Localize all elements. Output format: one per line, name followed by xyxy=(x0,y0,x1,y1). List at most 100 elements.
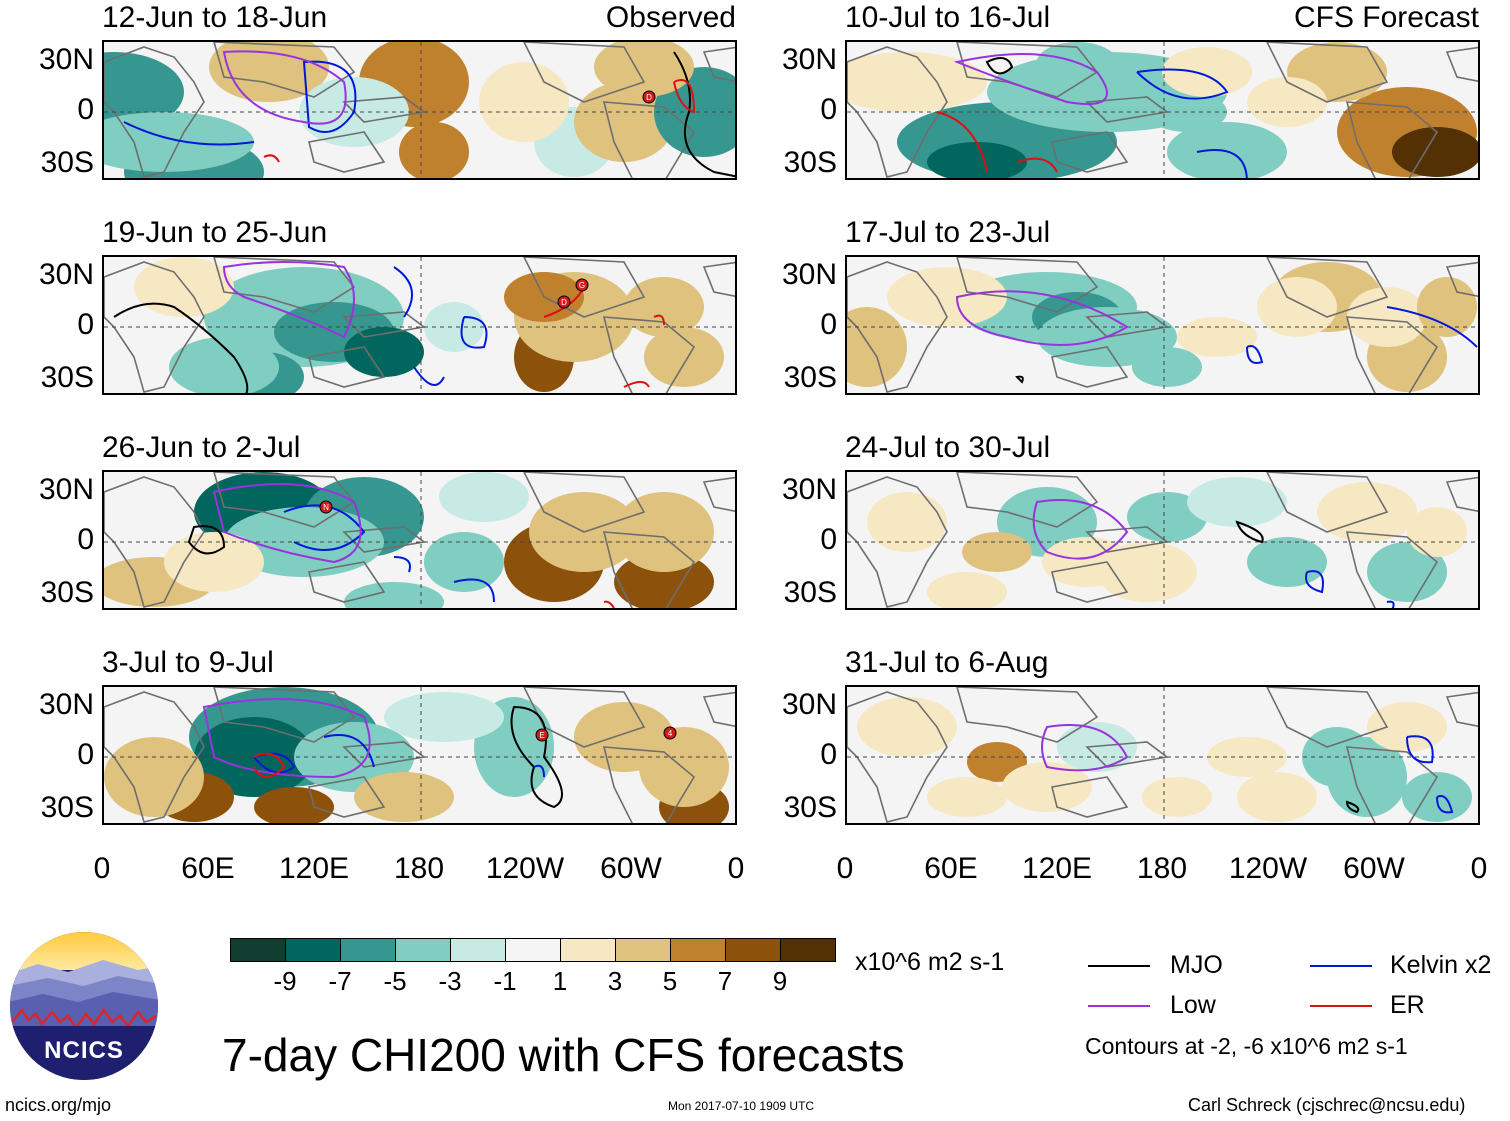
y-axis-label: 30S xyxy=(783,146,837,179)
x-axis-label: 120W xyxy=(1228,852,1308,885)
storm-marker: E xyxy=(535,728,549,742)
anomaly-region xyxy=(424,532,504,592)
anomaly-region xyxy=(384,692,504,742)
anomaly-region xyxy=(1177,317,1257,357)
y-axis-label: 0 xyxy=(77,93,94,126)
y-axis-label: 30S xyxy=(783,361,837,394)
anomaly-region xyxy=(857,697,957,757)
anomaly-region xyxy=(927,777,1007,817)
storm-marker: D xyxy=(642,90,656,104)
y-axis-label: 30N xyxy=(38,258,94,291)
anomaly-region xyxy=(354,772,454,822)
storm-marker: N xyxy=(319,500,333,514)
ncics-logo: NCICS xyxy=(8,930,160,1082)
anomaly-region xyxy=(164,532,264,592)
anomaly-region xyxy=(399,122,469,178)
legend-label-low: Low xyxy=(1170,991,1216,1019)
y-axis-label: 0 xyxy=(820,523,837,556)
mjo-contour xyxy=(1015,375,1024,384)
legend-line-low xyxy=(1088,1005,1150,1007)
storm-label: G xyxy=(579,281,585,290)
x-axis-label: 60E xyxy=(924,852,978,885)
colorbar-tick-label: -3 xyxy=(438,966,462,996)
y-axis-label: 30S xyxy=(783,576,837,609)
anomaly-region xyxy=(424,302,484,352)
colorbar-swatch xyxy=(340,938,396,962)
anomaly-region xyxy=(344,582,444,608)
anomaly-region xyxy=(887,267,1007,327)
anomaly-region xyxy=(614,492,714,572)
anomaly-region xyxy=(439,472,529,522)
storm-marker: D xyxy=(557,295,571,309)
legend-label-kelvin: Kelvin x2 xyxy=(1390,951,1492,979)
y-axis-label: 30N xyxy=(781,43,837,76)
anomaly-region xyxy=(169,337,279,393)
map-panel: D xyxy=(102,40,737,180)
panel-type-label: Observed xyxy=(605,1,736,34)
legend-line-kelvin xyxy=(1310,965,1372,967)
kelvin-contour xyxy=(1305,570,1395,608)
mjo-contour xyxy=(187,525,226,555)
panel-title: 12-Jun to 18-Jun xyxy=(102,1,328,34)
kelvin-contour xyxy=(1136,68,1248,178)
map-panel xyxy=(845,255,1480,395)
anomaly-region xyxy=(644,327,724,387)
map-panel xyxy=(845,40,1480,180)
er-contour xyxy=(253,752,286,778)
anomaly-region xyxy=(479,62,569,142)
x-axis-label: 120W xyxy=(485,852,565,885)
y-axis-label: 30N xyxy=(781,473,837,506)
anomaly-region xyxy=(134,257,234,317)
mjo-contour xyxy=(113,302,249,393)
legend-contour-note: Contours at -2, -6 x10^6 m2 s-1 xyxy=(1085,1033,1408,1059)
colorbar-tick-label: 9 xyxy=(772,966,788,996)
er-contour xyxy=(263,79,696,163)
legend-line-mjo xyxy=(1088,965,1150,967)
colorbar-tick-label: 5 xyxy=(662,966,678,996)
low-contour xyxy=(955,290,1129,346)
x-axis-label: 60W xyxy=(600,852,662,885)
colorbar-tick-label: 1 xyxy=(552,966,568,996)
kelvin-contour xyxy=(1246,306,1478,364)
y-axis-label: 30S xyxy=(40,576,94,609)
y-axis-label: 30S xyxy=(783,791,837,824)
map-panel: N xyxy=(102,470,737,610)
x-axis-label: 60W xyxy=(1343,852,1405,885)
colorbar-swatch xyxy=(780,938,836,962)
storm-label: D xyxy=(561,298,567,307)
colorbar-swatch xyxy=(560,938,616,962)
colorbar-tick-label: -7 xyxy=(328,966,352,996)
anomaly-region xyxy=(1417,277,1477,337)
low-contour xyxy=(212,483,362,564)
panel-title: 26-Jun to 2-Jul xyxy=(102,431,301,464)
x-axis-label: 0 xyxy=(1470,852,1488,885)
colorbar-swatch xyxy=(285,938,341,962)
footer-url[interactable]: ncics.org/mjo xyxy=(5,1095,112,1115)
anomaly-region xyxy=(1237,772,1317,822)
footer-credit: Carl Schreck (cjschrec@ncsu.edu) xyxy=(1188,1095,1466,1115)
anomaly-region xyxy=(639,727,729,807)
anomaly-region xyxy=(867,492,947,552)
footer-timestamp: Mon 2017-07-10 1909 UTC xyxy=(668,1099,815,1113)
colorbar-units: x10^6 m2 s-1 xyxy=(855,948,1005,976)
storm-marker: 4 xyxy=(663,726,677,740)
panel-title: 17-Jul to 23-Jul xyxy=(845,216,1051,249)
colorbar-swatch xyxy=(450,938,506,962)
x-axis-label: 0 xyxy=(727,852,745,885)
er-contour xyxy=(936,111,1058,173)
storm-label: D xyxy=(646,93,652,102)
y-axis-label: 30S xyxy=(40,146,94,179)
storm-marker: G xyxy=(575,278,589,292)
colorbar-tick-label: -1 xyxy=(493,966,517,996)
kelvin-contour xyxy=(393,266,488,386)
x-axis-label: 120E xyxy=(278,852,350,885)
y-axis-label: 0 xyxy=(820,738,837,771)
mjo-contour xyxy=(1345,800,1360,814)
anomaly-region xyxy=(104,737,204,817)
anomaly-region xyxy=(1257,277,1337,337)
anomaly-region xyxy=(624,277,704,337)
kelvin-contour xyxy=(1406,735,1454,814)
anomaly-region xyxy=(1057,722,1137,772)
mjo-contour xyxy=(985,57,1014,75)
